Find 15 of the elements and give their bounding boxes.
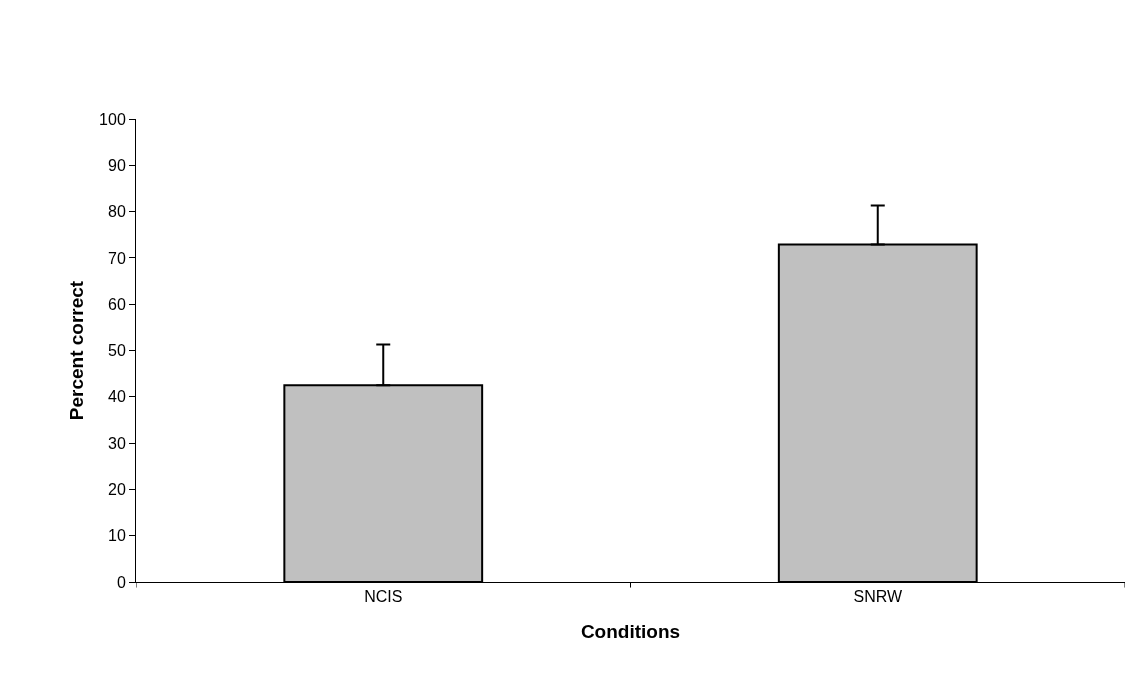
y-tick-label: 40	[108, 388, 126, 406]
y-tick-label: 100	[99, 110, 126, 128]
y-tick-label: 10	[108, 527, 126, 545]
x-axis-title: Conditions	[580, 621, 681, 642]
y-tick-label: 60	[108, 295, 126, 313]
y-tick-label: 80	[108, 203, 126, 221]
x-tick-label: NCIS	[364, 588, 403, 606]
y-tick-label: 30	[108, 434, 126, 452]
y-tick-label: 50	[108, 342, 126, 360]
x-tick-label: SNRW	[853, 588, 903, 606]
y-tick-label: 90	[108, 156, 126, 174]
y-axis-title: Percent correct	[65, 280, 87, 421]
y-tick-label: 70	[108, 249, 126, 267]
y-tick-label: 20	[108, 481, 126, 498]
y-tick-label: 0	[116, 573, 126, 591]
